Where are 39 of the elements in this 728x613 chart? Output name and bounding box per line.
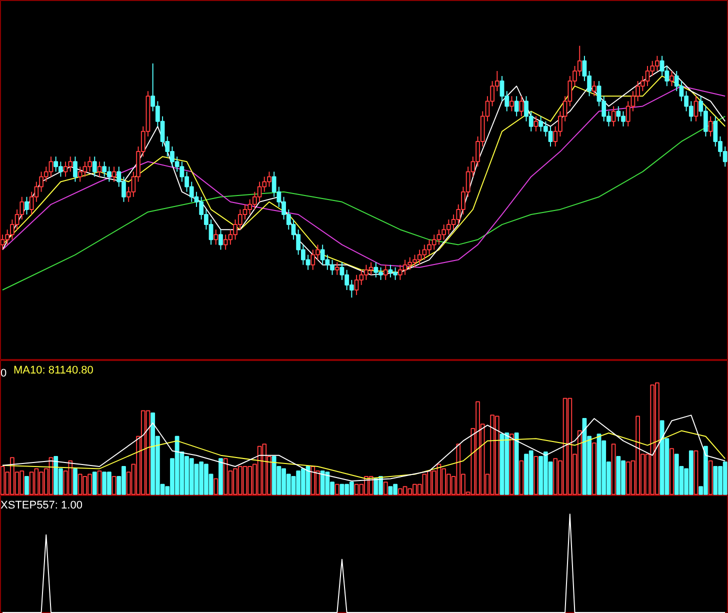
bar xyxy=(670,448,674,495)
bar xyxy=(214,478,218,495)
candlestick xyxy=(534,116,538,132)
candlestick xyxy=(112,166,116,182)
bar xyxy=(510,434,514,495)
bar xyxy=(708,460,713,495)
bar xyxy=(97,470,102,495)
bar xyxy=(334,484,340,495)
candlestick xyxy=(383,264,388,280)
candlestick xyxy=(611,106,616,127)
candlestick xyxy=(97,161,102,178)
bar xyxy=(73,468,78,495)
candlestick xyxy=(334,262,340,276)
text: MA10: 81140.80 xyxy=(14,364,94,376)
candlestick xyxy=(708,116,713,137)
candlestick xyxy=(218,229,223,250)
bar xyxy=(514,432,519,495)
bar xyxy=(218,458,223,495)
candlestick xyxy=(519,96,524,117)
bar xyxy=(611,444,616,495)
candlestick xyxy=(670,70,674,87)
bar xyxy=(694,450,698,495)
bar xyxy=(112,476,116,495)
candlestick xyxy=(510,96,514,112)
text: XSTEP557: 1.00 xyxy=(0,500,82,512)
bar xyxy=(383,482,388,495)
candlestick xyxy=(24,196,29,215)
candlestick xyxy=(514,96,519,117)
bar xyxy=(592,442,596,495)
bar xyxy=(92,472,97,495)
bar xyxy=(24,476,29,495)
candlestick xyxy=(73,156,78,182)
candlestick xyxy=(92,156,97,178)
bar xyxy=(519,460,524,495)
text: 0 xyxy=(0,368,7,380)
candlestick xyxy=(214,229,218,246)
bar xyxy=(534,456,538,495)
candlestick xyxy=(592,80,596,97)
candlestick xyxy=(694,96,698,122)
